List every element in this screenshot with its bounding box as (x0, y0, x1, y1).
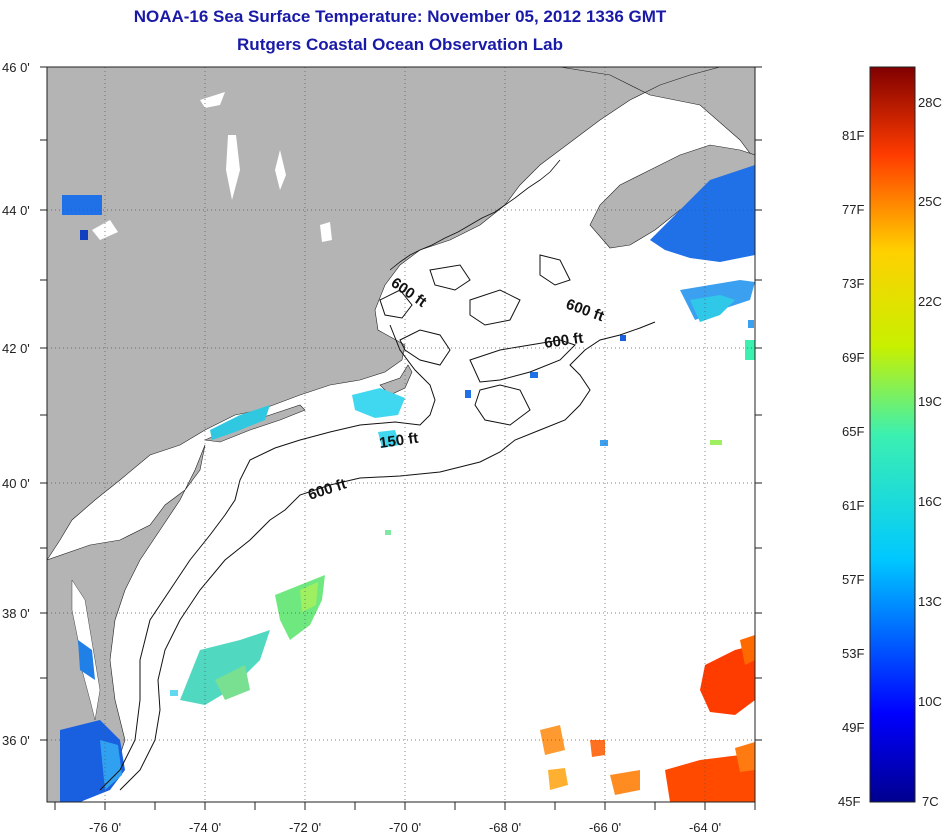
lake-patch-2 (92, 220, 118, 240)
bathymetry-contours (99, 254, 656, 791)
contour-label-150ft: 150 ft (378, 430, 419, 452)
contour-label-600ft-bank: 600 ft (543, 330, 584, 352)
lon-label-74: -74 0' (189, 820, 221, 835)
lat-label-40: 40 0' (2, 476, 30, 491)
colorbar-f-61: 61F (842, 498, 864, 513)
colorbar-f-81: 81F (842, 128, 864, 143)
map-frame (46, 66, 756, 803)
lake-patch-1 (200, 92, 225, 108)
colorbar-f-53: 53F (842, 646, 864, 661)
lake-patch-3 (275, 150, 286, 190)
colorbar-f-57: 57F (842, 572, 864, 587)
land-nova-scotia (589, 144, 755, 249)
lat-label-42: 42 0' (2, 341, 30, 356)
colorbar-c-13: 13C (918, 594, 942, 609)
colorbar-c-19: 19C (918, 394, 942, 409)
land-mainland (47, 67, 755, 561)
colorbar-c-25: 25C (918, 194, 942, 209)
lon-label-64: -64 0' (689, 820, 721, 835)
lon-label-66: -66 0' (589, 820, 621, 835)
colorbar-c-16: 16C (918, 494, 942, 509)
lat-label-36: 36 0' (2, 733, 30, 748)
map-subtitle: Rutgers Coastal Ocean Observation Lab (237, 35, 563, 54)
lat-label-44: 44 0' (2, 203, 30, 218)
colorbar-c-28: 28C (918, 95, 942, 110)
colorbar-f-49: 49F (842, 720, 864, 735)
lon-label-70: -70 0' (389, 820, 421, 835)
axis-ticks (40, 66, 762, 810)
colorbar-f-45: 45F (838, 794, 860, 809)
colorbar-c-7: 7C (922, 794, 939, 809)
colorbar-f-65: 65F (842, 424, 864, 439)
graticule (47, 67, 755, 802)
lon-label-68: -68 0' (489, 820, 521, 835)
colorbar-f-73: 73F (842, 276, 864, 291)
lake-champlain (226, 135, 240, 200)
lon-label-76: -76 0' (89, 820, 121, 835)
lon-label-72: -72 0' (289, 820, 321, 835)
colorbar-f-77: 77F (842, 202, 864, 217)
lat-label-46: 46 0' (2, 60, 30, 75)
map-title: NOAA-16 Sea Surface Temperature: Novembe… (133, 7, 667, 26)
sst-data-layer (60, 165, 755, 802)
maine-coast (389, 159, 561, 271)
lat-label-38: 38 0' (2, 606, 30, 621)
colorbar (869, 66, 916, 803)
colorbar-f-69: 69F (842, 350, 864, 365)
lake-winnipesaukee (320, 222, 332, 242)
colorbar-c-22: 22C (918, 294, 942, 309)
colorbar-c-10: 10C (918, 694, 942, 709)
